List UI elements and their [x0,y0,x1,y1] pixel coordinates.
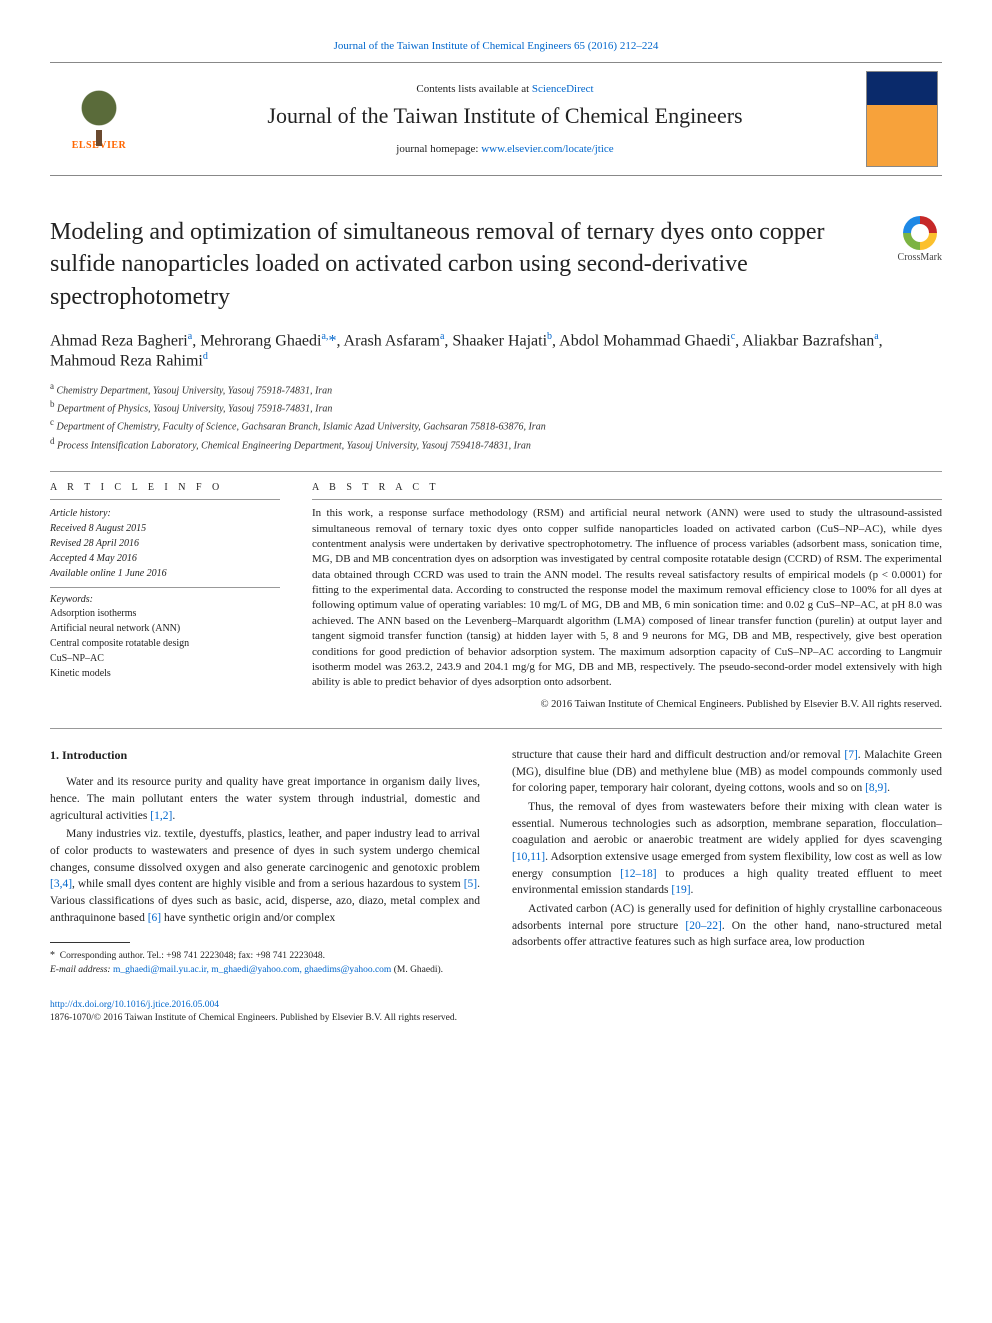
citation-link[interactable]: [7] [844,749,857,761]
issn-copyright: 1876-1070/© 2016 Taiwan Institute of Che… [50,1013,457,1023]
homepage-link[interactable]: www.elsevier.com/locate/jtice [481,143,613,155]
affiliations-list: a Chemistry Department, Yasouj Universit… [50,380,942,453]
journal-cover-thumb [866,71,938,167]
email-person: (M. Ghaedi). [391,965,443,975]
section-heading-intro: 1. Introduction [50,747,480,764]
article-title: Modeling and optimization of simultaneou… [50,216,878,313]
homepage-prefix: journal homepage: [396,143,481,155]
corr-star-icon: * [50,950,55,961]
divider [50,471,942,472]
journal-homepage: journal homepage: www.elsevier.com/locat… [160,143,850,155]
crossmark-label: CrossMark [898,252,942,263]
journal-name: Journal of the Taiwan Institute of Chemi… [160,103,850,129]
journal-reference-line: Journal of the Taiwan Institute of Chemi… [50,40,942,52]
footnote-separator [50,942,130,943]
citation-link[interactable]: [12–18] [620,868,656,880]
citation-link[interactable]: [10,11] [512,851,545,863]
authors-list: Ahmad Reza Bagheria, Mehrorang Ghaedia,*… [50,331,942,370]
citation-link[interactable]: [5] [464,878,477,890]
email-label: E-mail address: [50,965,113,975]
body-col-right: structure that cause their hard and diff… [512,747,942,977]
abstract-heading: a b s t r a c t [312,482,942,493]
contents-prefix: Contents lists available at [416,83,531,95]
abstract-column: a b s t r a c t In this work, a response… [312,482,942,710]
citation-link[interactable]: [8,9] [865,782,887,794]
author-email-link[interactable]: m_ghaedi@mail.yu.ac.ir, m_ghaedi@yahoo.c… [113,965,391,975]
citation-link[interactable]: [3,4] [50,878,72,890]
keywords-list: Adsorption isothermsArtificial neural ne… [50,606,280,681]
abstract-copyright: © 2016 Taiwan Institute of Chemical Engi… [312,699,942,710]
body-paragraph: Activated carbon (AC) is generally used … [512,901,942,951]
journal-reference-link[interactable]: Journal of the Taiwan Institute of Chemi… [334,40,659,52]
elsevier-logo: ELSEVIER [54,74,144,164]
body-paragraph: Thus, the removal of dyes from wastewate… [512,799,942,899]
history-label: Article history: [50,506,280,521]
citation-link[interactable]: [19] [671,884,690,896]
contents-available: Contents lists available at ScienceDirec… [160,83,850,95]
bottom-bar: http://dx.doi.org/10.1016/j.jtice.2016.0… [50,999,942,1026]
crossmark-badge[interactable]: CrossMark [898,216,942,263]
article-info-heading: a r t i c l e i n f o [50,482,280,493]
divider [50,728,942,729]
doi-link[interactable]: http://dx.doi.org/10.1016/j.jtice.2016.0… [50,1000,219,1010]
keywords-label: Keywords: [50,594,280,605]
body-col-left: 1. Introduction Water and its resource p… [50,747,480,977]
citation-link[interactable]: [1,2] [150,810,172,822]
body-paragraph: Water and its resource purity and qualit… [50,774,480,824]
footnotes: * Corresponding author. Tel.: +98 741 22… [50,949,480,977]
article-info-column: a r t i c l e i n f o Article history: R… [50,482,280,710]
citation-link[interactable]: [6] [148,912,161,924]
corr-author-note: Corresponding author. Tel.: +98 741 2223… [60,951,325,961]
history-lines: Received 8 August 2015Revised 28 April 2… [50,521,280,581]
crossmark-icon [903,216,937,250]
abstract-text: In this work, a response surface methodo… [312,506,942,691]
body-paragraph: structure that cause their hard and diff… [512,747,942,797]
elsevier-tree-icon [69,88,129,138]
sciencedirect-link[interactable]: ScienceDirect [532,83,594,95]
citation-link[interactable]: [20–22] [685,920,721,932]
body-paragraph: Many industries viz. textile, dyestuffs,… [50,826,480,926]
journal-banner: ELSEVIER Contents lists available at Sci… [50,62,942,176]
